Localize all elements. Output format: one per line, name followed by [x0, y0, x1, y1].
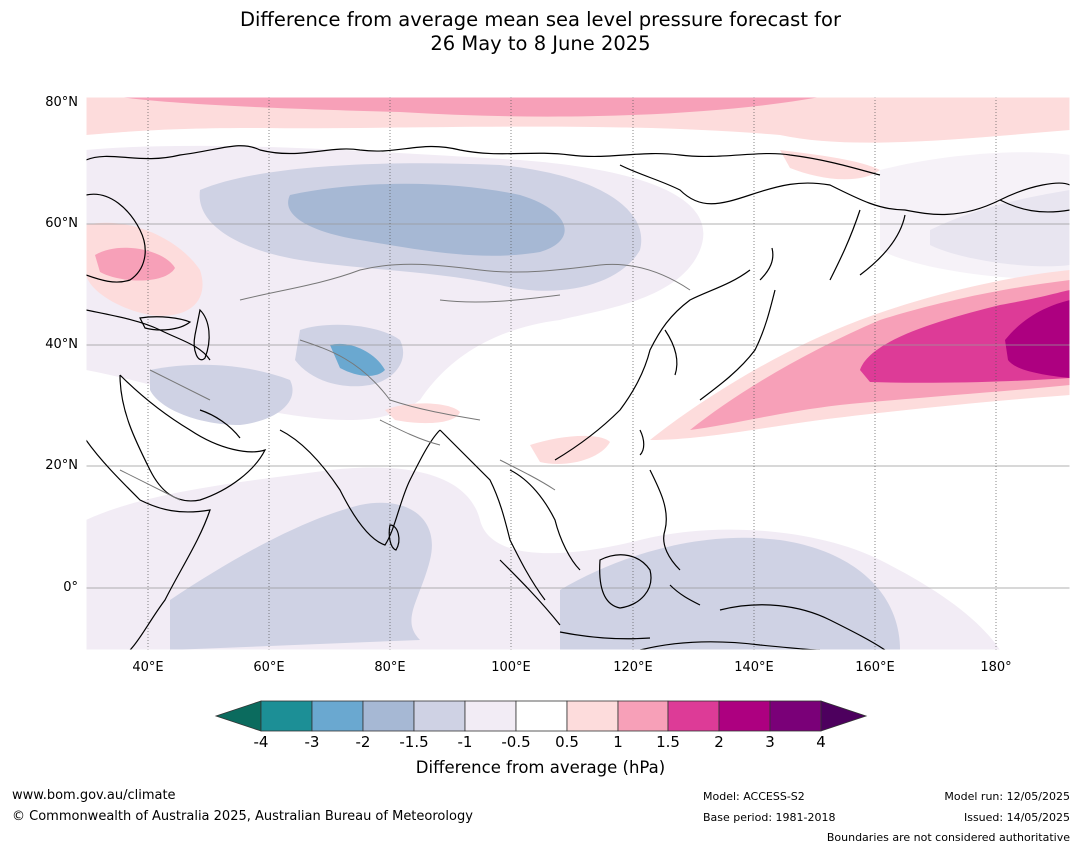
- colorbar-swatch-below-min: [214, 700, 262, 732]
- colorbar-tick-10: 2: [714, 733, 724, 751]
- colorbar-swatch-8: [617, 700, 669, 732]
- colorbar-tick-6: -0.5: [501, 733, 531, 751]
- colorbar-tick-12: 4: [816, 733, 826, 751]
- colorbar-swatch-4: [413, 700, 466, 732]
- colorbar-swatch-above-max: [820, 700, 868, 732]
- lon-label-40e: 40°E: [132, 660, 164, 675]
- graticule: [86, 97, 1070, 650]
- anomaly-area-arctic-core: [120, 97, 820, 117]
- anomaly-area-maritime-continent: [560, 537, 900, 650]
- colorbar-swatch-2: [311, 700, 364, 732]
- base-period: Base period: 1981-2018: [703, 811, 836, 824]
- lat-label-40n: 40°N: [45, 337, 78, 352]
- lon-label-180: 180°: [980, 660, 1012, 675]
- colorbar-tick-4: -1.5: [399, 733, 429, 751]
- colorbar-swatch-3: [362, 700, 415, 732]
- country-borders: [119, 263, 691, 501]
- lon-label-120e: 120°E: [613, 660, 653, 675]
- coastlines: [86, 145, 1070, 650]
- anomaly-area-siberia-core: [288, 183, 565, 256]
- anomaly-area-himalaya: [330, 343, 385, 376]
- colorbar-tick-9: 1.5: [656, 733, 680, 751]
- lat-label-0: 0°: [63, 580, 78, 595]
- colorbar-swatch-10: [718, 700, 771, 732]
- colorbar: [214, 700, 868, 732]
- anomaly-fields: [86, 97, 1070, 650]
- anomaly-area-tibet: [385, 403, 460, 424]
- lat-label-80n: 80°N: [45, 95, 78, 110]
- model-run-date: Model run: 12/05/2025: [944, 790, 1070, 803]
- anomaly-area-north-pacific-peak: [1005, 300, 1070, 378]
- lon-label-140e: 140°E: [734, 660, 774, 675]
- lon-label-100e: 100°E: [491, 660, 531, 675]
- colorbar-tick-1: -4: [253, 733, 269, 751]
- colorbar-swatch-11: [769, 700, 822, 732]
- map-frame: [85, 96, 1071, 651]
- colorbar-swatch-7: [566, 700, 619, 732]
- title-line-1: Difference from average mean sea level p…: [240, 8, 841, 31]
- map-title: Difference from average mean sea level p…: [0, 8, 1081, 56]
- copyright-notice: © Commonwealth of Australia 2025, Austra…: [12, 809, 473, 824]
- colorbar-tick-8: 1: [613, 733, 623, 751]
- website-link[interactable]: www.bom.gov.au/climate: [12, 788, 176, 803]
- lon-label-80e: 80°E: [374, 660, 406, 675]
- anomaly-area-north-pacific-faint: [880, 152, 1070, 280]
- issued-date: Issued: 14/05/2025: [963, 811, 1070, 824]
- colorbar-tick-7: 0.5: [555, 733, 579, 751]
- colorbar-swatch-1: [260, 700, 313, 732]
- colorbar-title: Difference from average (hPa): [415, 758, 666, 777]
- lat-label-20n: 20°N: [45, 458, 78, 473]
- lon-label-160e: 160°E: [855, 660, 895, 675]
- boundaries-disclaimer: Boundaries are not considered authoritat…: [826, 831, 1070, 844]
- title-line-2: 26 May to 8 June 2025: [430, 32, 651, 55]
- anomaly-area-arabia: [150, 364, 293, 425]
- anomaly-area-europe-core: [95, 247, 175, 281]
- anomaly-area-indian-ocean: [170, 502, 432, 650]
- lon-label-60e: 60°E: [253, 660, 285, 675]
- colorbar-tick-11: 3: [765, 733, 775, 751]
- colorbar-tick-5: -1: [457, 733, 473, 751]
- lat-label-60n: 60°N: [45, 216, 78, 231]
- colorbar-swatch-9: [667, 700, 720, 732]
- pressure-anomaly-map: [85, 96, 1071, 651]
- colorbar-swatch-6: [515, 700, 568, 732]
- colorbar-swatch-5: [464, 700, 517, 732]
- colorbar-tick-2: -3: [304, 733, 320, 751]
- model-name: Model: ACCESS-S2: [703, 790, 805, 803]
- colorbar-tick-3: -2: [355, 733, 371, 751]
